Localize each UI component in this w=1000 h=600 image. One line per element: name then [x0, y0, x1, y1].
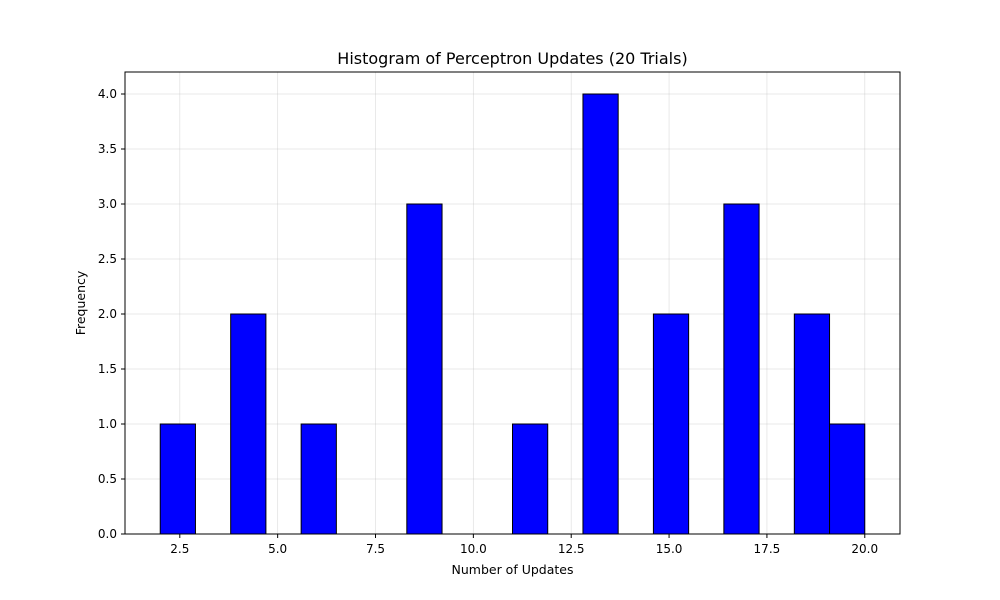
histogram-bar	[723, 203, 760, 535]
y-tick-label: 3.5	[98, 142, 117, 156]
y-axis-ticks: 0.0 0.5 1.0 1.5 2.0 2.5 3.0 3.5 4.0	[98, 87, 125, 541]
y-tick-label: 1.0	[98, 417, 117, 431]
histogram-bar	[829, 423, 866, 535]
x-tick-label: 5.0	[268, 542, 287, 556]
x-tick-label: 12.5	[558, 542, 585, 556]
y-tick-label: 0.0	[98, 527, 117, 541]
x-tick-label: 15.0	[656, 542, 683, 556]
y-tick-label: 2.5	[98, 252, 117, 266]
y-tick-label: 4.0	[98, 87, 117, 101]
plot-frame	[124, 71, 901, 535]
y-tick-label: 0.5	[98, 472, 117, 486]
x-tick-label: 2.5	[170, 542, 189, 556]
x-tick-label: 20.0	[851, 542, 878, 556]
y-tick-label: 2.0	[98, 307, 117, 321]
x-axis-ticks: 2.5 5.0 7.5 10.0 12.5 15.0 17.5 20.0	[170, 534, 878, 556]
chart-title: Histogram of Perceptron Updates (20 Tria…	[337, 49, 687, 68]
bars	[159, 93, 866, 535]
histogram-bar	[793, 313, 831, 535]
histogram-bar	[406, 203, 443, 535]
x-tick-label: 7.5	[366, 542, 385, 556]
histogram-bar	[512, 423, 549, 535]
x-tick-label: 10.0	[460, 542, 487, 556]
x-tick-label: 17.5	[754, 542, 781, 556]
histogram-bar	[230, 313, 267, 535]
histogram-bar	[300, 423, 337, 535]
histogram-bar	[582, 93, 619, 535]
histogram-bar	[652, 313, 690, 535]
y-tick-label: 1.5	[98, 362, 117, 376]
x-axis-label: Number of Updates	[452, 562, 574, 577]
y-tick-label: 3.0	[98, 197, 117, 211]
histogram-bar	[159, 423, 196, 535]
y-axis-label: Frequency	[73, 270, 88, 335]
